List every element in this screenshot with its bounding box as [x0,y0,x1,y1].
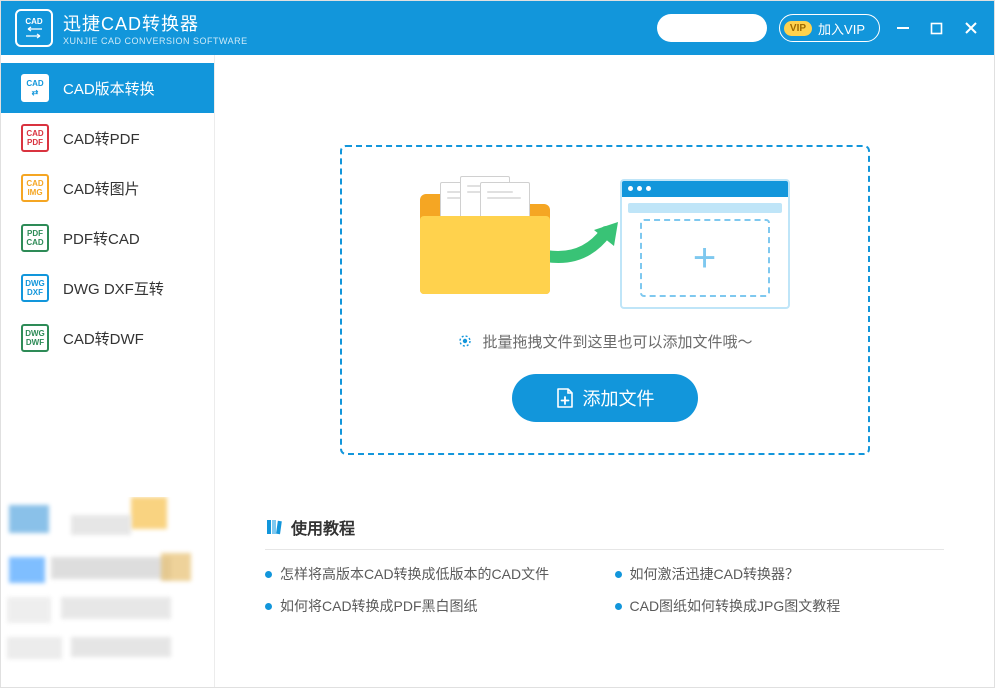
dropzone-graphic: + [420,179,790,309]
tutorial-link[interactable]: 如何激活迅捷CAD转换器？ [615,564,945,584]
folder-icon [420,194,550,294]
tutorial-heading: 使用教程 [265,515,944,550]
dwg-dxf-icon: DWGDXF [21,274,49,302]
dropzone-hint: 批量拖拽文件到这里也可以添加文件哦～ [456,331,752,352]
vip-badge: VIP [784,21,812,36]
sidebar: CAD⇄ CAD版本转换 CADPDF CAD转PDF CADIMG CAD转图… [1,55,215,687]
cad-dwf-icon: DWGDWF [21,324,49,352]
tutorial-links: 怎样将高版本CAD转换成低版本的CAD文件 如何激活迅捷CAD转换器？ 如何将C… [265,564,944,616]
sidebar-item-cad-version[interactable]: CAD⇄ CAD版本转换 [1,63,214,113]
vip-label: 加入VIP [818,19,865,38]
sidebar-item-cad-to-dwf[interactable]: DWGDWF CAD转DWF [1,313,214,363]
tutorial-section: 使用教程 怎样将高版本CAD转换成低版本的CAD文件 如何激活迅捷CAD转换器？… [255,515,954,616]
main-panel: + 批量拖拽文件到这里也可以添加文件哦～ 添加文件 [215,55,994,687]
sidebar-item-label: CAD版本转换 [63,78,155,99]
arrow-right-icon [540,214,630,274]
lightbulb-icon [456,332,474,350]
add-file-icon [555,387,575,409]
cad-image-icon: CADIMG [21,174,49,202]
sidebar-item-label: CAD转PDF [63,128,140,149]
tutorial-link[interactable]: 怎样将高版本CAD转换成低版本的CAD文件 [265,564,595,584]
tutorial-link[interactable]: CAD图纸如何转换成JPG图文教程 [615,596,945,616]
add-file-label: 添加文件 [583,385,655,411]
close-button[interactable] [964,21,980,35]
sidebar-item-dwg-dxf[interactable]: DWGDXF DWG DXF互转 [1,263,214,313]
window-icon: + [620,179,790,309]
file-dropzone[interactable]: + 批量拖拽文件到这里也可以添加文件哦～ 添加文件 [340,145,870,455]
cad-version-icon: CAD⇄ [21,74,49,102]
sidebar-promo-area [1,497,214,687]
cad-pdf-icon: CADPDF [21,124,49,152]
sidebar-item-cad-to-image[interactable]: CADIMG CAD转图片 [1,163,214,213]
minimize-button[interactable] [896,21,912,35]
sidebar-item-cad-to-pdf[interactable]: CADPDF CAD转PDF [1,113,214,163]
sidebar-item-pdf-to-cad[interactable]: PDFCAD PDF转CAD [1,213,214,263]
title-text: 迅捷CAD转换器 XUNJIE CAD CONVERSION SOFTWARE [63,10,248,46]
sidebar-item-label: CAD转DWF [63,328,144,349]
user-pill[interactable] [657,14,767,42]
app-name: 迅捷CAD转换器 [63,10,248,36]
add-file-button[interactable]: 添加文件 [512,374,698,422]
app-logo: CAD [15,9,53,47]
books-icon [265,518,283,536]
tutorial-link[interactable]: 如何将CAD转换成PDF黑白图纸 [265,596,595,616]
titlebar: CAD 迅捷CAD转换器 XUNJIE CAD CONVERSION SOFTW… [1,1,994,55]
sidebar-item-label: PDF转CAD [63,228,140,249]
sidebar-list: CAD⇄ CAD版本转换 CADPDF CAD转PDF CADIMG CAD转图… [1,55,214,363]
maximize-button[interactable] [930,22,946,35]
sidebar-item-label: CAD转图片 [63,178,140,199]
pdf-cad-icon: PDFCAD [21,224,49,252]
join-vip-button[interactable]: VIP 加入VIP [779,14,880,42]
sidebar-item-label: DWG DXF互转 [63,278,164,299]
app-subtitle: XUNJIE CAD CONVERSION SOFTWARE [63,36,248,46]
